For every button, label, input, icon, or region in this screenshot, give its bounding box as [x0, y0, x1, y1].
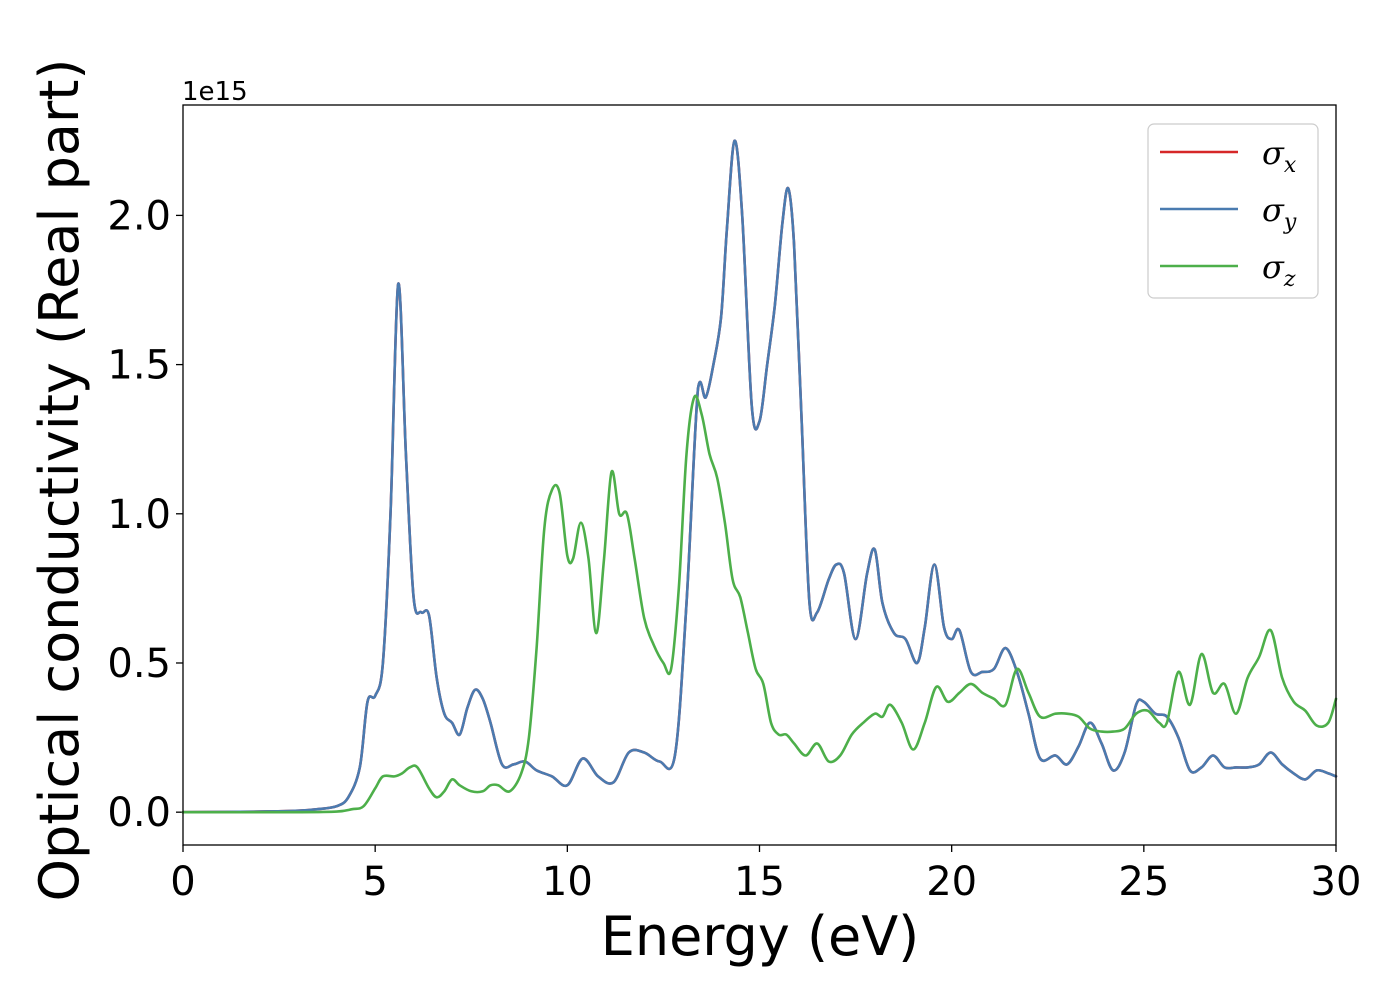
legend-label: σx — [1262, 134, 1297, 178]
x-tick-label: 0 — [170, 859, 195, 905]
series-layer — [181, 139, 1338, 814]
y-tick-label: 0.5 — [107, 641, 171, 687]
plot-frame — [182, 104, 1337, 846]
legend-symbol: σ — [1262, 248, 1285, 286]
x-axis-label: Energy (eV) — [601, 905, 920, 968]
legend-label: σy — [1262, 191, 1297, 235]
x-tick-label: 20 — [926, 859, 977, 905]
sigma-y-line — [181, 139, 1338, 814]
legend-label: σz — [1262, 248, 1296, 292]
x-tick-label: 15 — [734, 859, 785, 905]
legend-subscript: x — [1284, 153, 1297, 178]
x-tick-label: 30 — [1311, 859, 1362, 905]
tick-layer: 0 5 10 15 20 25 30 0.0 0.5 1.0 1.5 2.0 — [107, 193, 1361, 905]
x-tick-label: 25 — [1118, 859, 1169, 905]
y-tick-label: 1.0 — [107, 492, 171, 538]
y-tick-label: 0.0 — [107, 790, 171, 836]
x-tick-label: 5 — [362, 859, 387, 905]
legend-subscript: y — [1283, 210, 1297, 235]
x-tick-label: 10 — [542, 859, 593, 905]
sigma-z-line — [181, 394, 1338, 814]
y-tick-label: 1.5 — [107, 343, 171, 389]
y-tick-label: 2.0 — [107, 193, 171, 239]
legend-subscript: z — [1283, 267, 1296, 292]
y-offset-label: 1e15 — [182, 77, 248, 107]
legend-box — [1147, 123, 1319, 299]
y-axis-label: Optical conductivity (Real part) — [28, 59, 91, 902]
legend-symbol: σ — [1262, 134, 1285, 172]
legend-symbol: σ — [1262, 191, 1285, 229]
